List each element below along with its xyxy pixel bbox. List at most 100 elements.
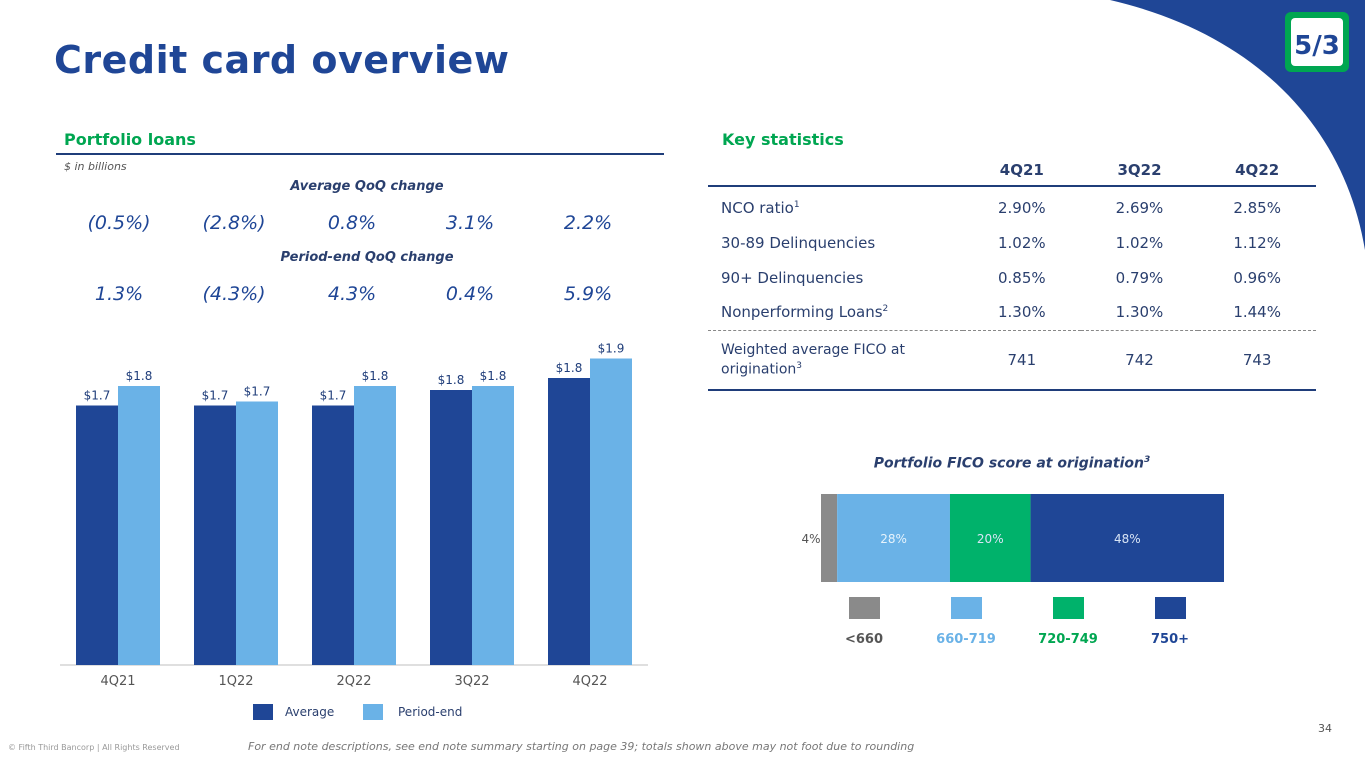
fico-swatch: [849, 597, 880, 619]
metric-label: Weighted average FICO at origination3: [708, 329, 963, 391]
table-header: 4Q21: [963, 155, 1081, 187]
portfolio-divider: [56, 153, 664, 155]
fico-segment-label: 4%: [801, 532, 820, 546]
metric-value: 1.44%: [1233, 303, 1281, 322]
metric-value: 0.79%: [1115, 268, 1164, 287]
pe-qoq-value: (4.3%): [202, 283, 266, 305]
bar-data-label: $1.7: [84, 389, 111, 403]
pe-qoq-value: 0.4%: [445, 283, 495, 305]
bar-period-end-1Q22: [236, 401, 278, 665]
x-tick-label: 2Q22: [336, 674, 371, 689]
table-header-blank: [708, 155, 963, 187]
metric-value: 1.02%: [1115, 233, 1164, 252]
fico-segment-720-749: [949, 494, 1031, 582]
bar-period-end-3Q22: [472, 386, 514, 665]
avg-qoq-heading: Average QoQ change: [290, 179, 444, 194]
pe-qoq-value: 1.3%: [94, 283, 144, 305]
corner-decoration: 5/3: [1110, 0, 1365, 250]
avg-qoq-value: 3.1%: [445, 212, 495, 234]
table-row: NCO ratio1 2.90% 2.69% 2.85%: [708, 190, 1316, 225]
metric-value: 2.69%: [1115, 198, 1164, 217]
fico-segment-<660: [821, 494, 838, 582]
metric-value: 2.85%: [1233, 198, 1281, 217]
metric-label: Nonperforming Loans2: [721, 303, 889, 322]
bar-period-end-4Q21: [118, 386, 160, 665]
avg-qoq-value: 2.2%: [563, 212, 613, 234]
metric-label: NCO ratio1: [721, 198, 800, 217]
logo-text: 5/3: [1294, 31, 1340, 61]
pe-qoq-value: 5.9%: [563, 283, 613, 305]
legend-swatch-period-end: [363, 704, 383, 720]
pe-qoq-heading: Period-end QoQ change: [280, 250, 454, 265]
fico-range-label: 750+: [1150, 632, 1190, 647]
fico-swatch: [1053, 597, 1084, 619]
fico-range-label: <660: [844, 632, 884, 647]
avg-qoq-value: 0.8%: [327, 212, 377, 234]
pe-qoq-value: 4.3%: [327, 283, 377, 305]
fico-range-label: 660-719: [936, 632, 996, 647]
metric-value: 2.90%: [998, 198, 1046, 217]
footnote: For end note descriptions, see end note …: [248, 740, 915, 753]
metric-value: 0.85%: [998, 268, 1046, 287]
bar-data-label: $1.7: [244, 385, 271, 399]
fico-segment-label: 20%: [977, 532, 1004, 546]
bar-average-2Q22: [312, 405, 354, 665]
avg-qoq-value: (2.8%): [202, 212, 266, 234]
legend-label-average: Average: [285, 705, 335, 719]
table-row: Nonperforming Loans2 1.30% 1.30% 1.44%: [708, 295, 1316, 330]
table-row: 90+ Delinquencies 0.85% 0.79% 0.96%: [708, 260, 1316, 295]
bar-average-4Q21: [76, 405, 118, 665]
fico-segment-750+: [1030, 494, 1224, 582]
bar-average-4Q22: [548, 378, 590, 665]
bar-average-1Q22: [194, 405, 236, 665]
metric-value: 1.30%: [998, 303, 1046, 322]
bar-data-label: $1.8: [438, 373, 465, 387]
bar-data-label: $1.8: [126, 369, 153, 383]
fifth-third-logo: 5/3: [1285, 12, 1349, 72]
table-header: 3Q22: [1080, 155, 1199, 187]
x-tick-label: 4Q22: [572, 674, 607, 689]
page-title: Credit card overview: [54, 38, 510, 82]
fico-swatch: [1155, 597, 1186, 619]
x-tick-label: 1Q22: [218, 674, 253, 689]
bar-data-label: $1.7: [202, 389, 229, 403]
fico-swatch: [951, 597, 982, 619]
bar-data-label: $1.8: [362, 369, 389, 383]
bar-average-3Q22: [430, 390, 472, 665]
metric-label: 30-89 Delinquencies: [721, 233, 876, 252]
table-row: 30-89 Delinquencies 1.02% 1.02% 1.12%: [708, 225, 1316, 260]
fico-range-label: 720-749: [1038, 632, 1098, 647]
fico-segment-label: 28%: [880, 532, 907, 546]
x-tick-label: 3Q22: [454, 674, 489, 689]
bar-data-label: $1.7: [320, 389, 347, 403]
fico-segment-label: 48%: [1114, 532, 1141, 546]
metric-label: 90+ Delinquencies: [721, 268, 864, 287]
key-statistics-table: 4Q21 3Q22 4Q22 NCO ratio1 2.90% 2.69% 2.…: [708, 155, 1316, 391]
fico-stacked-bar: 4% 28% 20% 48%: [801, 494, 1224, 582]
bar-period-end-2Q22: [354, 386, 396, 665]
metric-value: 743: [1198, 329, 1316, 391]
table-header-row: 4Q21 3Q22 4Q22: [708, 155, 1316, 187]
bar-data-label: $1.8: [480, 369, 507, 383]
metric-value: 742: [1080, 329, 1199, 391]
metric-value: 0.96%: [1233, 268, 1281, 287]
fico-chart-title: Portfolio FICO score at origination3: [873, 455, 1151, 472]
table-row-fico: Weighted average FICO at origination3 741…: [708, 329, 1316, 391]
metric-value: 1.12%: [1233, 233, 1281, 252]
avg-qoq-value: (0.5%): [87, 212, 151, 234]
fico-segment-660-719: [837, 494, 950, 582]
bar-data-label: $1.8: [556, 361, 583, 375]
legend-swatch-average: [253, 704, 273, 720]
units-note: $ in billions: [64, 160, 127, 173]
metric-value: 1.02%: [998, 233, 1046, 252]
table-header: 4Q22: [1198, 155, 1316, 187]
legend-label-period-end: Period-end: [398, 705, 463, 719]
x-tick-label: 4Q21: [100, 674, 135, 689]
metric-value: 741: [963, 329, 1081, 391]
stats-heading: Key statistics: [722, 130, 844, 149]
portfolio-bar-chart: $1.7 $1.8 4Q21 $1.7 $1.7 1Q22 $1.7 $1.8 2Q22 $1.8…: [60, 342, 648, 689]
portfolio-heading: Portfolio loans: [64, 130, 196, 149]
page-number: 34: [1318, 722, 1332, 735]
metric-value: 1.30%: [1115, 303, 1164, 322]
bar-data-label: $1.9: [598, 342, 625, 356]
